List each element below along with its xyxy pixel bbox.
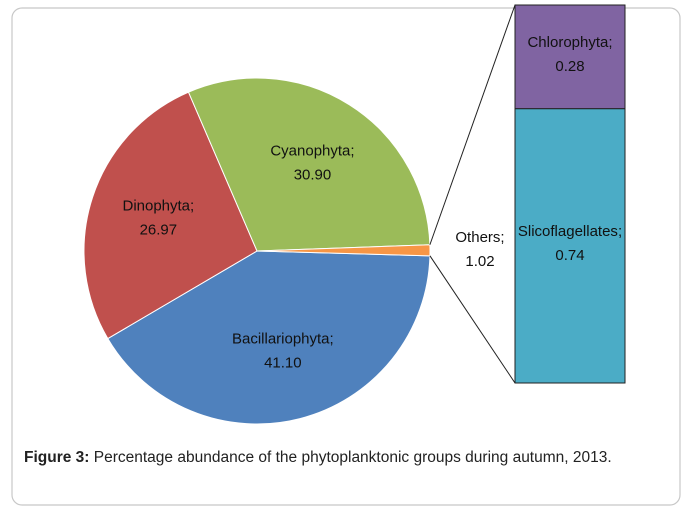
label-value: 0.28 <box>555 58 584 75</box>
label-value: 41.10 <box>264 355 302 372</box>
label-category: Dinophyta <box>122 198 190 215</box>
label-value: 1.02 <box>465 253 494 270</box>
label-value: 0.74 <box>555 247 584 264</box>
bar-segment <box>514 108 626 384</box>
data-label: Slicoflagellates; 0.74 <box>518 223 622 264</box>
data-label: Cyanophyta; 30.90 <box>270 142 354 183</box>
label-separator: ; <box>350 142 354 159</box>
connector <box>429 4 516 245</box>
label-separator: ; <box>190 198 194 215</box>
frame <box>11 7 681 506</box>
label-separator: ; <box>330 331 334 348</box>
bar-segment <box>514 4 626 110</box>
data-label: Dinophyta; 26.97 <box>122 198 194 239</box>
pie-slice <box>187 77 431 252</box>
pie-slice <box>107 250 431 425</box>
label-value: 26.97 <box>140 222 178 239</box>
label-category: Bacillariophyta <box>232 331 330 348</box>
data-label: Bacillariophyta; 41.10 <box>232 331 334 372</box>
caption: Figure 3: Percentage abundance of the ph… <box>24 446 668 469</box>
label-category: Chlorophyta <box>527 34 609 51</box>
caption-text: Percentage abundance of the phytoplankto… <box>93 449 612 466</box>
label-category: Cyanophyta <box>270 142 351 159</box>
pie-slice <box>256 244 431 257</box>
label-separator: ; <box>500 229 504 246</box>
caption-label: Figure 3: <box>24 449 90 466</box>
pie-slice <box>83 91 258 340</box>
connector <box>429 255 516 384</box>
label-category: Slicoflagellates <box>518 223 618 240</box>
data-label: Chlorophyta; 0.28 <box>527 34 612 75</box>
label-separator: ; <box>618 223 622 240</box>
data-label: Others; 1.02 <box>455 229 504 270</box>
label-category: Others <box>455 229 500 246</box>
label-value: 30.90 <box>294 166 332 183</box>
label-separator: ; <box>608 34 612 51</box>
